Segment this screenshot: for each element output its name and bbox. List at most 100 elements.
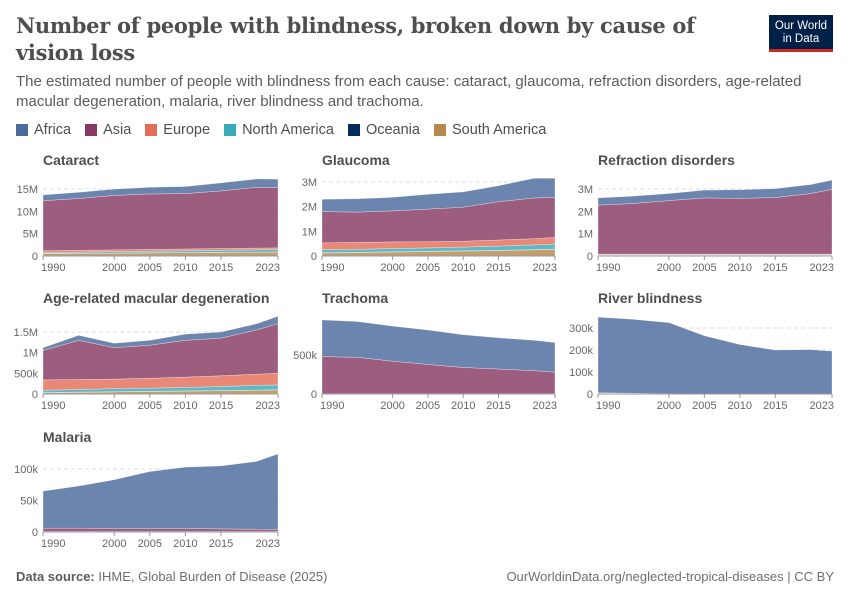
- x-tick-label: 2000: [657, 262, 681, 274]
- y-tick-label: 1.5M: [14, 327, 38, 339]
- x-tick-label: 2015: [486, 262, 510, 274]
- x-tick-label: 2023: [256, 400, 280, 412]
- y-tick-label: 0: [311, 389, 317, 401]
- x-tick-label: 2010: [173, 538, 197, 550]
- y-tick-label: 500k: [14, 368, 38, 380]
- legend-item-africa[interactable]: Africa: [16, 122, 71, 138]
- x-tick-label: 1990: [596, 262, 620, 274]
- area-glaucoma-africa[interactable]: [321, 178, 556, 213]
- x-tick-label: 2010: [451, 262, 475, 274]
- x-tick-label: 1990: [41, 400, 65, 412]
- area-trachoma-africa[interactable]: [321, 319, 556, 373]
- y-tick-label: 1M: [578, 229, 593, 241]
- footer-url[interactable]: OurWorldinData.org/neglected-tropical-di…: [506, 569, 834, 584]
- x-tick-label: 2015: [209, 538, 233, 550]
- x-tick-label: 2023: [256, 538, 280, 550]
- x-tick-label: 2010: [728, 400, 752, 412]
- y-tick-label: 10M: [17, 206, 38, 218]
- x-tick-label: 2023: [810, 262, 834, 274]
- x-tick-label: 2000: [657, 400, 681, 412]
- legend-label: South America: [451, 122, 547, 138]
- y-tick-label: 1M: [302, 226, 317, 238]
- x-tick-label: 2005: [692, 262, 716, 274]
- area-malaria-africa[interactable]: [42, 453, 279, 530]
- area-cataract-africa[interactable]: [42, 178, 279, 201]
- x-tick-label: 2005: [138, 538, 162, 550]
- x-tick-label: 2010: [728, 262, 752, 274]
- x-tick-label: 2000: [102, 538, 126, 550]
- chart-title-age-related-macular-degeneration: Age-related macular degeneration: [43, 290, 269, 306]
- legend-item-south-america[interactable]: South America: [433, 122, 547, 138]
- y-tick-label: 1M: [23, 348, 38, 360]
- y-tick-label: 15M: [17, 184, 38, 196]
- legend-swatch: [224, 124, 237, 136]
- x-tick-label: 1990: [320, 400, 344, 412]
- legend-label: Oceania: [365, 122, 420, 138]
- x-tick-label: 2000: [380, 262, 404, 274]
- data-source-label: Data source:: [16, 569, 95, 584]
- chart-title-refraction-disorders: Refraction disorders: [598, 152, 735, 168]
- chart-title-cataract: Cataract: [43, 152, 99, 168]
- chart-title-trachoma: Trachoma: [322, 290, 388, 306]
- y-tick-label: 100k: [14, 464, 38, 476]
- legend-swatch: [145, 124, 158, 136]
- y-tick-label: 3M: [302, 177, 317, 189]
- page-subtitle: The estimated number of people with blin…: [16, 73, 802, 110]
- x-tick-label: 2005: [138, 400, 162, 412]
- x-tick-label: 1990: [41, 538, 65, 550]
- x-tick-label: 1990: [596, 400, 620, 412]
- x-tick-label: 2015: [763, 262, 787, 274]
- legend-swatch: [347, 124, 360, 136]
- owid-logo[interactable]: Our World in Data: [769, 15, 833, 52]
- x-tick-label: 2000: [102, 262, 126, 274]
- y-tick-label: 2M: [302, 202, 317, 214]
- x-tick-label: 2005: [138, 262, 162, 274]
- data-source: Data source: IHME, Global Burden of Dise…: [16, 569, 327, 584]
- chart-title-glaucoma: Glaucoma: [322, 152, 390, 168]
- page-title: Number of people with blindness, broken …: [16, 13, 695, 65]
- x-tick-label: 2010: [451, 400, 475, 412]
- legend-item-oceania[interactable]: Oceania: [347, 122, 420, 138]
- x-tick-label: 2023: [256, 262, 280, 274]
- y-tick-label: 200k: [569, 345, 593, 357]
- x-tick-label: 2005: [416, 262, 440, 274]
- legend-item-europe[interactable]: Europe: [145, 122, 210, 138]
- y-tick-label: 5M: [23, 229, 38, 241]
- y-tick-label: 500k: [293, 350, 317, 362]
- y-tick-label: 0: [32, 527, 38, 539]
- area-river-blindness-africa[interactable]: [597, 316, 833, 394]
- y-tick-label: 50k: [20, 496, 38, 508]
- area-age-related-macular-degeneration-africa[interactable]: [42, 316, 279, 351]
- chart-title-malaria: Malaria: [43, 429, 91, 445]
- x-tick-label: 2000: [102, 400, 126, 412]
- legend: Africa Asia Europe North America Oceania Sout…: [16, 122, 560, 138]
- x-tick-label: 2023: [810, 400, 834, 412]
- x-tick-label: 2015: [209, 262, 233, 274]
- legend-label: Africa: [34, 122, 72, 138]
- legend-swatch: [433, 124, 446, 136]
- x-tick-label: 2005: [416, 400, 440, 412]
- x-tick-label: 2010: [173, 400, 197, 412]
- x-tick-label: 2015: [486, 400, 510, 412]
- y-tick-label: 0: [587, 389, 593, 401]
- y-tick-label: 100k: [569, 367, 593, 379]
- x-tick-label: 2005: [692, 400, 716, 412]
- x-tick-label: 2015: [209, 400, 233, 412]
- x-tick-label: 2023: [533, 262, 557, 274]
- legend-swatch: [16, 124, 28, 136]
- x-tick-label: 2023: [533, 400, 557, 412]
- legend-item-north-america[interactable]: North America: [224, 122, 334, 138]
- area-refraction-disorders-africa[interactable]: [597, 179, 833, 206]
- y-tick-label: 0: [32, 389, 38, 401]
- y-tick-label: 2M: [578, 206, 593, 218]
- y-tick-label: 0: [32, 251, 38, 263]
- x-tick-label: 2015: [763, 400, 787, 412]
- legend-item-asia[interactable]: Asia: [85, 122, 131, 138]
- x-tick-label: 1990: [41, 262, 65, 274]
- data-source-link[interactable]: IHME, Global Burden of Disease (2025): [98, 569, 328, 584]
- legend-label: North America: [242, 122, 334, 138]
- x-tick-label: 1990: [320, 262, 344, 274]
- y-tick-label: 0: [311, 251, 317, 263]
